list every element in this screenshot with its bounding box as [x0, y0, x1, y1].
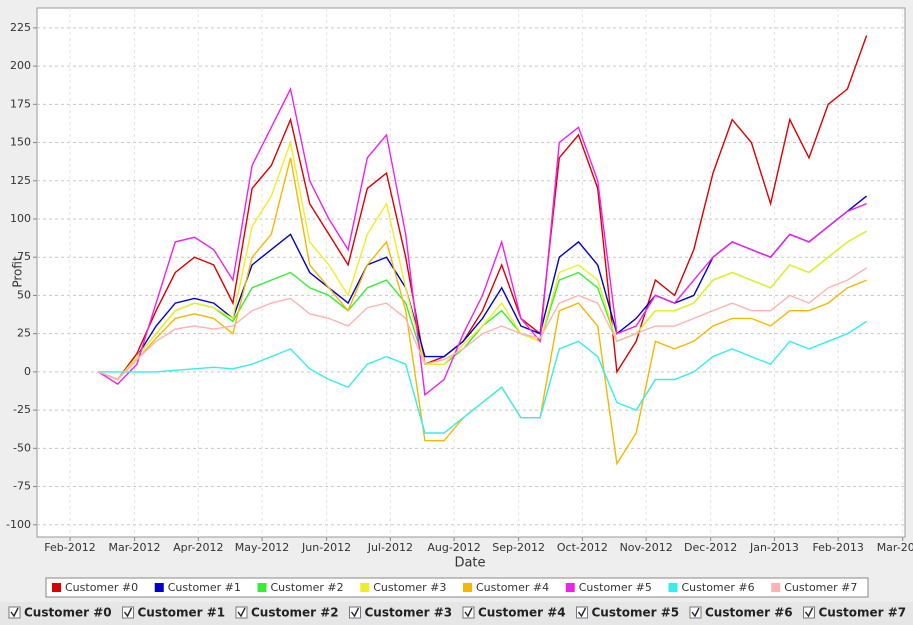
legend-label: Customer #4 — [476, 581, 549, 594]
series-line — [98, 139, 867, 381]
legend-label: Customer #7 — [784, 581, 857, 594]
checkbox-label: Customer #3 — [365, 606, 453, 620]
checkbox-label: Customer #4 — [478, 606, 566, 620]
y-tick-label: -100 — [6, 518, 31, 531]
legend-label: Customer #2 — [271, 581, 344, 594]
checkbox-box — [462, 606, 475, 619]
series-checkbox[interactable]: Customer #6 — [689, 606, 793, 620]
y-tick-label: -25 — [13, 403, 31, 416]
x-axis-title: Date — [454, 556, 485, 571]
checkbox-label: Customer #1 — [138, 606, 226, 620]
x-tick-label: Apr-2012 — [173, 541, 223, 554]
legend-label: Customer #6 — [682, 581, 755, 594]
series-line — [98, 320, 867, 434]
series-checkbox[interactable]: Customer #1 — [122, 606, 226, 620]
series-checkbox[interactable]: Customer #2 — [235, 606, 339, 620]
legend-label: Customer #3 — [373, 581, 446, 594]
checkbox-box — [122, 606, 134, 619]
checkbox-check — [350, 607, 360, 618]
x-tick-label: Feb-2012 — [44, 541, 95, 554]
y-tick-label: 100 — [10, 212, 31, 225]
x-tick-label: Dec-2012 — [684, 541, 737, 554]
y-tick-label: 175 — [10, 97, 31, 110]
legend-swatch — [463, 583, 472, 592]
legend-label: Customer #0 — [65, 581, 138, 594]
x-tick-label: Jan-2013 — [749, 541, 799, 554]
y-tick-label: 50 — [17, 288, 31, 301]
checkbox-check — [237, 607, 246, 618]
x-tick-label: Mar-2012 — [109, 541, 161, 554]
y-tick-label: 200 — [10, 59, 31, 72]
series-line — [98, 86, 867, 397]
y-tick-label: -75 — [13, 480, 31, 493]
y-tick-label: 150 — [10, 136, 31, 149]
series-checkbox[interactable]: Customer #4 — [462, 606, 566, 620]
y-tick-label: 0 — [24, 365, 31, 378]
series-checkbox[interactable]: Customer #5 — [576, 606, 680, 620]
y-tick-label: 75 — [17, 250, 31, 263]
plot-area — [36, 7, 906, 538]
legend-swatch — [771, 583, 781, 592]
y-tick-label: -50 — [13, 441, 31, 454]
checkbox-box — [349, 606, 361, 619]
checkbox-box — [689, 606, 702, 619]
legend-swatch — [565, 583, 575, 592]
y-axis-title: Profit — [11, 256, 25, 288]
series-checkbox[interactable]: Customer #7 — [803, 606, 907, 620]
checkbox-label: Customer #5 — [592, 606, 680, 620]
x-tick-label: Mar-2013 — [877, 541, 913, 554]
checkbox-box — [803, 606, 815, 619]
checkbox-label: Customer #0 — [24, 606, 112, 620]
series-line — [98, 267, 867, 381]
checkbox-check — [691, 607, 700, 618]
y-tick-label: 25 — [17, 327, 31, 340]
series-line — [98, 35, 868, 381]
checkbox-box — [235, 606, 248, 619]
checkbox-label: Customer #6 — [705, 606, 793, 620]
x-tick-label: Feb-2013 — [812, 541, 863, 554]
legend-label: Customer #5 — [579, 581, 652, 594]
checkbox-check — [804, 607, 814, 618]
y-tick-label: 125 — [10, 174, 31, 187]
series-checkbox[interactable]: Customer #0 — [8, 606, 112, 620]
checkbox-label: Customer #2 — [251, 606, 339, 620]
legend-box — [45, 577, 869, 598]
series-checkbox[interactable]: Customer #3 — [349, 606, 453, 620]
checkbox-check — [10, 607, 19, 618]
legend-swatch — [52, 583, 61, 592]
x-tick-label: Nov-2012 — [620, 541, 673, 554]
legend-swatch — [360, 583, 370, 592]
checkbox-check — [464, 607, 473, 618]
y-tick-label: 225 — [10, 21, 31, 34]
checkbox-check — [577, 607, 587, 618]
x-tick-label: Sep-2012 — [492, 541, 545, 554]
x-tick-label: Jul-2012 — [367, 541, 413, 554]
x-tick-label: Oct-2012 — [557, 541, 608, 554]
legend-swatch — [154, 583, 164, 592]
legend-label: Customer #1 — [168, 581, 241, 594]
checkbox-box — [8, 606, 21, 619]
checkbox-check — [123, 607, 133, 618]
legend-swatch — [257, 583, 267, 592]
checkbox-box — [576, 606, 588, 619]
x-tick-label: Jun-2012 — [301, 541, 351, 554]
checkbox-label: Customer #7 — [819, 606, 907, 620]
legend-swatch — [668, 583, 678, 592]
x-tick-label: Aug-2012 — [427, 541, 480, 554]
filter-bar — [0, 602, 913, 625]
x-tick-label: May-2012 — [235, 541, 290, 554]
